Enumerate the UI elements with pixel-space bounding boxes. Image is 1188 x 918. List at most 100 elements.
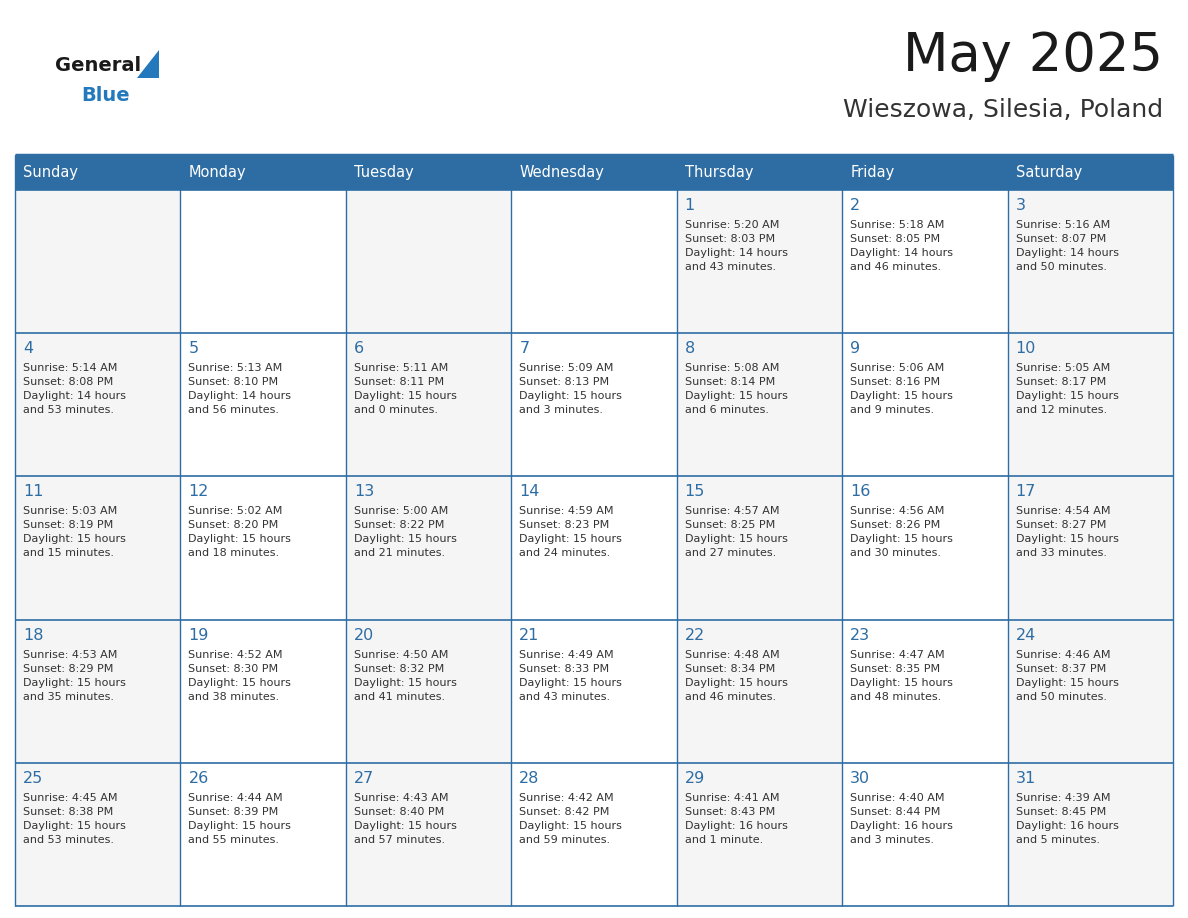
Text: Friday: Friday	[851, 165, 895, 180]
Text: Sunrise: 4:48 AM
Sunset: 8:34 PM
Daylight: 15 hours
and 46 minutes.: Sunrise: 4:48 AM Sunset: 8:34 PM Dayligh…	[684, 650, 788, 701]
Text: Sunrise: 4:57 AM
Sunset: 8:25 PM
Daylight: 15 hours
and 27 minutes.: Sunrise: 4:57 AM Sunset: 8:25 PM Dayligh…	[684, 507, 788, 558]
Bar	[1007, 476, 1173, 620]
Text: 6: 6	[354, 341, 364, 356]
Text: Thursday: Thursday	[684, 165, 753, 180]
Text: Sunrise: 4:42 AM
Sunset: 8:42 PM
Daylight: 15 hours
and 59 minutes.: Sunrise: 4:42 AM Sunset: 8:42 PM Dayligh…	[519, 793, 623, 845]
Text: Sunrise: 4:41 AM
Sunset: 8:43 PM
Daylight: 16 hours
and 1 minute.: Sunrise: 4:41 AM Sunset: 8:43 PM Dayligh…	[684, 793, 788, 845]
Bar	[677, 333, 842, 476]
Text: Sunrise: 5:09 AM
Sunset: 8:13 PM
Daylight: 15 hours
and 3 minutes.: Sunrise: 5:09 AM Sunset: 8:13 PM Dayligh…	[519, 364, 623, 415]
Text: 19: 19	[189, 628, 209, 643]
Text: Sunrise: 4:44 AM
Sunset: 8:39 PM
Daylight: 15 hours
and 55 minutes.: Sunrise: 4:44 AM Sunset: 8:39 PM Dayligh…	[189, 793, 291, 845]
Bar	[842, 155, 1007, 190]
Text: 4: 4	[23, 341, 33, 356]
Text: Sunday: Sunday	[23, 165, 78, 180]
Text: 9: 9	[851, 341, 860, 356]
Text: Sunrise: 5:13 AM
Sunset: 8:10 PM
Daylight: 14 hours
and 56 minutes.: Sunrise: 5:13 AM Sunset: 8:10 PM Dayligh…	[189, 364, 291, 415]
Text: Sunrise: 5:00 AM
Sunset: 8:22 PM
Daylight: 15 hours
and 21 minutes.: Sunrise: 5:00 AM Sunset: 8:22 PM Dayligh…	[354, 507, 456, 558]
Bar	[346, 620, 511, 763]
Bar	[842, 333, 1007, 476]
Text: Sunrise: 5:03 AM
Sunset: 8:19 PM
Daylight: 15 hours
and 15 minutes.: Sunrise: 5:03 AM Sunset: 8:19 PM Dayligh…	[23, 507, 126, 558]
Bar	[181, 333, 346, 476]
Bar	[842, 476, 1007, 620]
Text: Sunrise: 5:05 AM
Sunset: 8:17 PM
Daylight: 15 hours
and 12 minutes.: Sunrise: 5:05 AM Sunset: 8:17 PM Dayligh…	[1016, 364, 1118, 415]
Text: 17: 17	[1016, 485, 1036, 499]
Bar	[511, 333, 677, 476]
Bar	[346, 333, 511, 476]
Text: 11: 11	[23, 485, 44, 499]
Text: Sunrise: 4:46 AM
Sunset: 8:37 PM
Daylight: 15 hours
and 50 minutes.: Sunrise: 4:46 AM Sunset: 8:37 PM Dayligh…	[1016, 650, 1118, 701]
Bar	[842, 763, 1007, 906]
Text: Monday: Monday	[189, 165, 246, 180]
Text: 3: 3	[1016, 198, 1025, 213]
Text: 21: 21	[519, 628, 539, 643]
Text: 26: 26	[189, 771, 209, 786]
Bar	[1007, 620, 1173, 763]
Bar	[1007, 155, 1173, 190]
Bar	[15, 620, 181, 763]
Text: 13: 13	[354, 485, 374, 499]
Text: Sunrise: 5:08 AM
Sunset: 8:14 PM
Daylight: 15 hours
and 6 minutes.: Sunrise: 5:08 AM Sunset: 8:14 PM Dayligh…	[684, 364, 788, 415]
Bar	[677, 763, 842, 906]
Bar	[1007, 333, 1173, 476]
Bar	[346, 763, 511, 906]
Text: 5: 5	[189, 341, 198, 356]
Text: Sunrise: 5:06 AM
Sunset: 8:16 PM
Daylight: 15 hours
and 9 minutes.: Sunrise: 5:06 AM Sunset: 8:16 PM Dayligh…	[851, 364, 953, 415]
Bar	[181, 620, 346, 763]
Text: 31: 31	[1016, 771, 1036, 786]
Text: 12: 12	[189, 485, 209, 499]
Polygon shape	[137, 50, 159, 78]
Bar	[511, 476, 677, 620]
Text: Wieszowa, Silesia, Poland: Wieszowa, Silesia, Poland	[842, 98, 1163, 122]
Text: General: General	[55, 56, 141, 75]
Text: Sunrise: 4:40 AM
Sunset: 8:44 PM
Daylight: 16 hours
and 3 minutes.: Sunrise: 4:40 AM Sunset: 8:44 PM Dayligh…	[851, 793, 953, 845]
Bar	[677, 190, 842, 333]
Text: 14: 14	[519, 485, 539, 499]
Bar	[677, 476, 842, 620]
Text: Sunrise: 4:56 AM
Sunset: 8:26 PM
Daylight: 15 hours
and 30 minutes.: Sunrise: 4:56 AM Sunset: 8:26 PM Dayligh…	[851, 507, 953, 558]
Text: 7: 7	[519, 341, 530, 356]
Bar	[346, 155, 511, 190]
Text: 23: 23	[851, 628, 871, 643]
Text: Sunrise: 4:54 AM
Sunset: 8:27 PM
Daylight: 15 hours
and 33 minutes.: Sunrise: 4:54 AM Sunset: 8:27 PM Dayligh…	[1016, 507, 1118, 558]
Text: 10: 10	[1016, 341, 1036, 356]
Text: Saturday: Saturday	[1016, 165, 1082, 180]
Bar	[511, 190, 677, 333]
Text: Sunrise: 4:50 AM
Sunset: 8:32 PM
Daylight: 15 hours
and 41 minutes.: Sunrise: 4:50 AM Sunset: 8:32 PM Dayligh…	[354, 650, 456, 701]
Text: 25: 25	[23, 771, 43, 786]
Text: 28: 28	[519, 771, 539, 786]
Text: Sunrise: 5:02 AM
Sunset: 8:20 PM
Daylight: 15 hours
and 18 minutes.: Sunrise: 5:02 AM Sunset: 8:20 PM Dayligh…	[189, 507, 291, 558]
Text: 24: 24	[1016, 628, 1036, 643]
Text: Sunrise: 5:14 AM
Sunset: 8:08 PM
Daylight: 14 hours
and 53 minutes.: Sunrise: 5:14 AM Sunset: 8:08 PM Dayligh…	[23, 364, 126, 415]
Text: Sunrise: 4:39 AM
Sunset: 8:45 PM
Daylight: 16 hours
and 5 minutes.: Sunrise: 4:39 AM Sunset: 8:45 PM Dayligh…	[1016, 793, 1118, 845]
Bar	[181, 476, 346, 620]
Text: Sunrise: 5:18 AM
Sunset: 8:05 PM
Daylight: 14 hours
and 46 minutes.: Sunrise: 5:18 AM Sunset: 8:05 PM Dayligh…	[851, 220, 953, 272]
Bar	[1007, 190, 1173, 333]
Bar	[15, 476, 181, 620]
Bar	[842, 190, 1007, 333]
Text: Sunrise: 4:47 AM
Sunset: 8:35 PM
Daylight: 15 hours
and 48 minutes.: Sunrise: 4:47 AM Sunset: 8:35 PM Dayligh…	[851, 650, 953, 701]
Text: 1: 1	[684, 198, 695, 213]
Bar	[511, 155, 677, 190]
Text: Sunrise: 4:49 AM
Sunset: 8:33 PM
Daylight: 15 hours
and 43 minutes.: Sunrise: 4:49 AM Sunset: 8:33 PM Dayligh…	[519, 650, 623, 701]
Text: Wednesday: Wednesday	[519, 165, 605, 180]
Text: 29: 29	[684, 771, 704, 786]
Bar	[181, 190, 346, 333]
Bar	[677, 155, 842, 190]
Text: 8: 8	[684, 341, 695, 356]
Text: Sunrise: 5:11 AM
Sunset: 8:11 PM
Daylight: 15 hours
and 0 minutes.: Sunrise: 5:11 AM Sunset: 8:11 PM Dayligh…	[354, 364, 456, 415]
Text: 27: 27	[354, 771, 374, 786]
Bar	[15, 763, 181, 906]
Bar	[181, 155, 346, 190]
Text: Sunrise: 5:16 AM
Sunset: 8:07 PM
Daylight: 14 hours
and 50 minutes.: Sunrise: 5:16 AM Sunset: 8:07 PM Dayligh…	[1016, 220, 1119, 272]
Text: 15: 15	[684, 485, 706, 499]
Text: 16: 16	[851, 485, 871, 499]
Text: Sunrise: 5:20 AM
Sunset: 8:03 PM
Daylight: 14 hours
and 43 minutes.: Sunrise: 5:20 AM Sunset: 8:03 PM Dayligh…	[684, 220, 788, 272]
Text: Sunrise: 4:52 AM
Sunset: 8:30 PM
Daylight: 15 hours
and 38 minutes.: Sunrise: 4:52 AM Sunset: 8:30 PM Dayligh…	[189, 650, 291, 701]
Text: Sunrise: 4:59 AM
Sunset: 8:23 PM
Daylight: 15 hours
and 24 minutes.: Sunrise: 4:59 AM Sunset: 8:23 PM Dayligh…	[519, 507, 623, 558]
Bar	[181, 763, 346, 906]
Text: 22: 22	[684, 628, 704, 643]
Text: Blue: Blue	[81, 86, 129, 105]
Bar	[346, 190, 511, 333]
Text: 20: 20	[354, 628, 374, 643]
Bar	[677, 620, 842, 763]
